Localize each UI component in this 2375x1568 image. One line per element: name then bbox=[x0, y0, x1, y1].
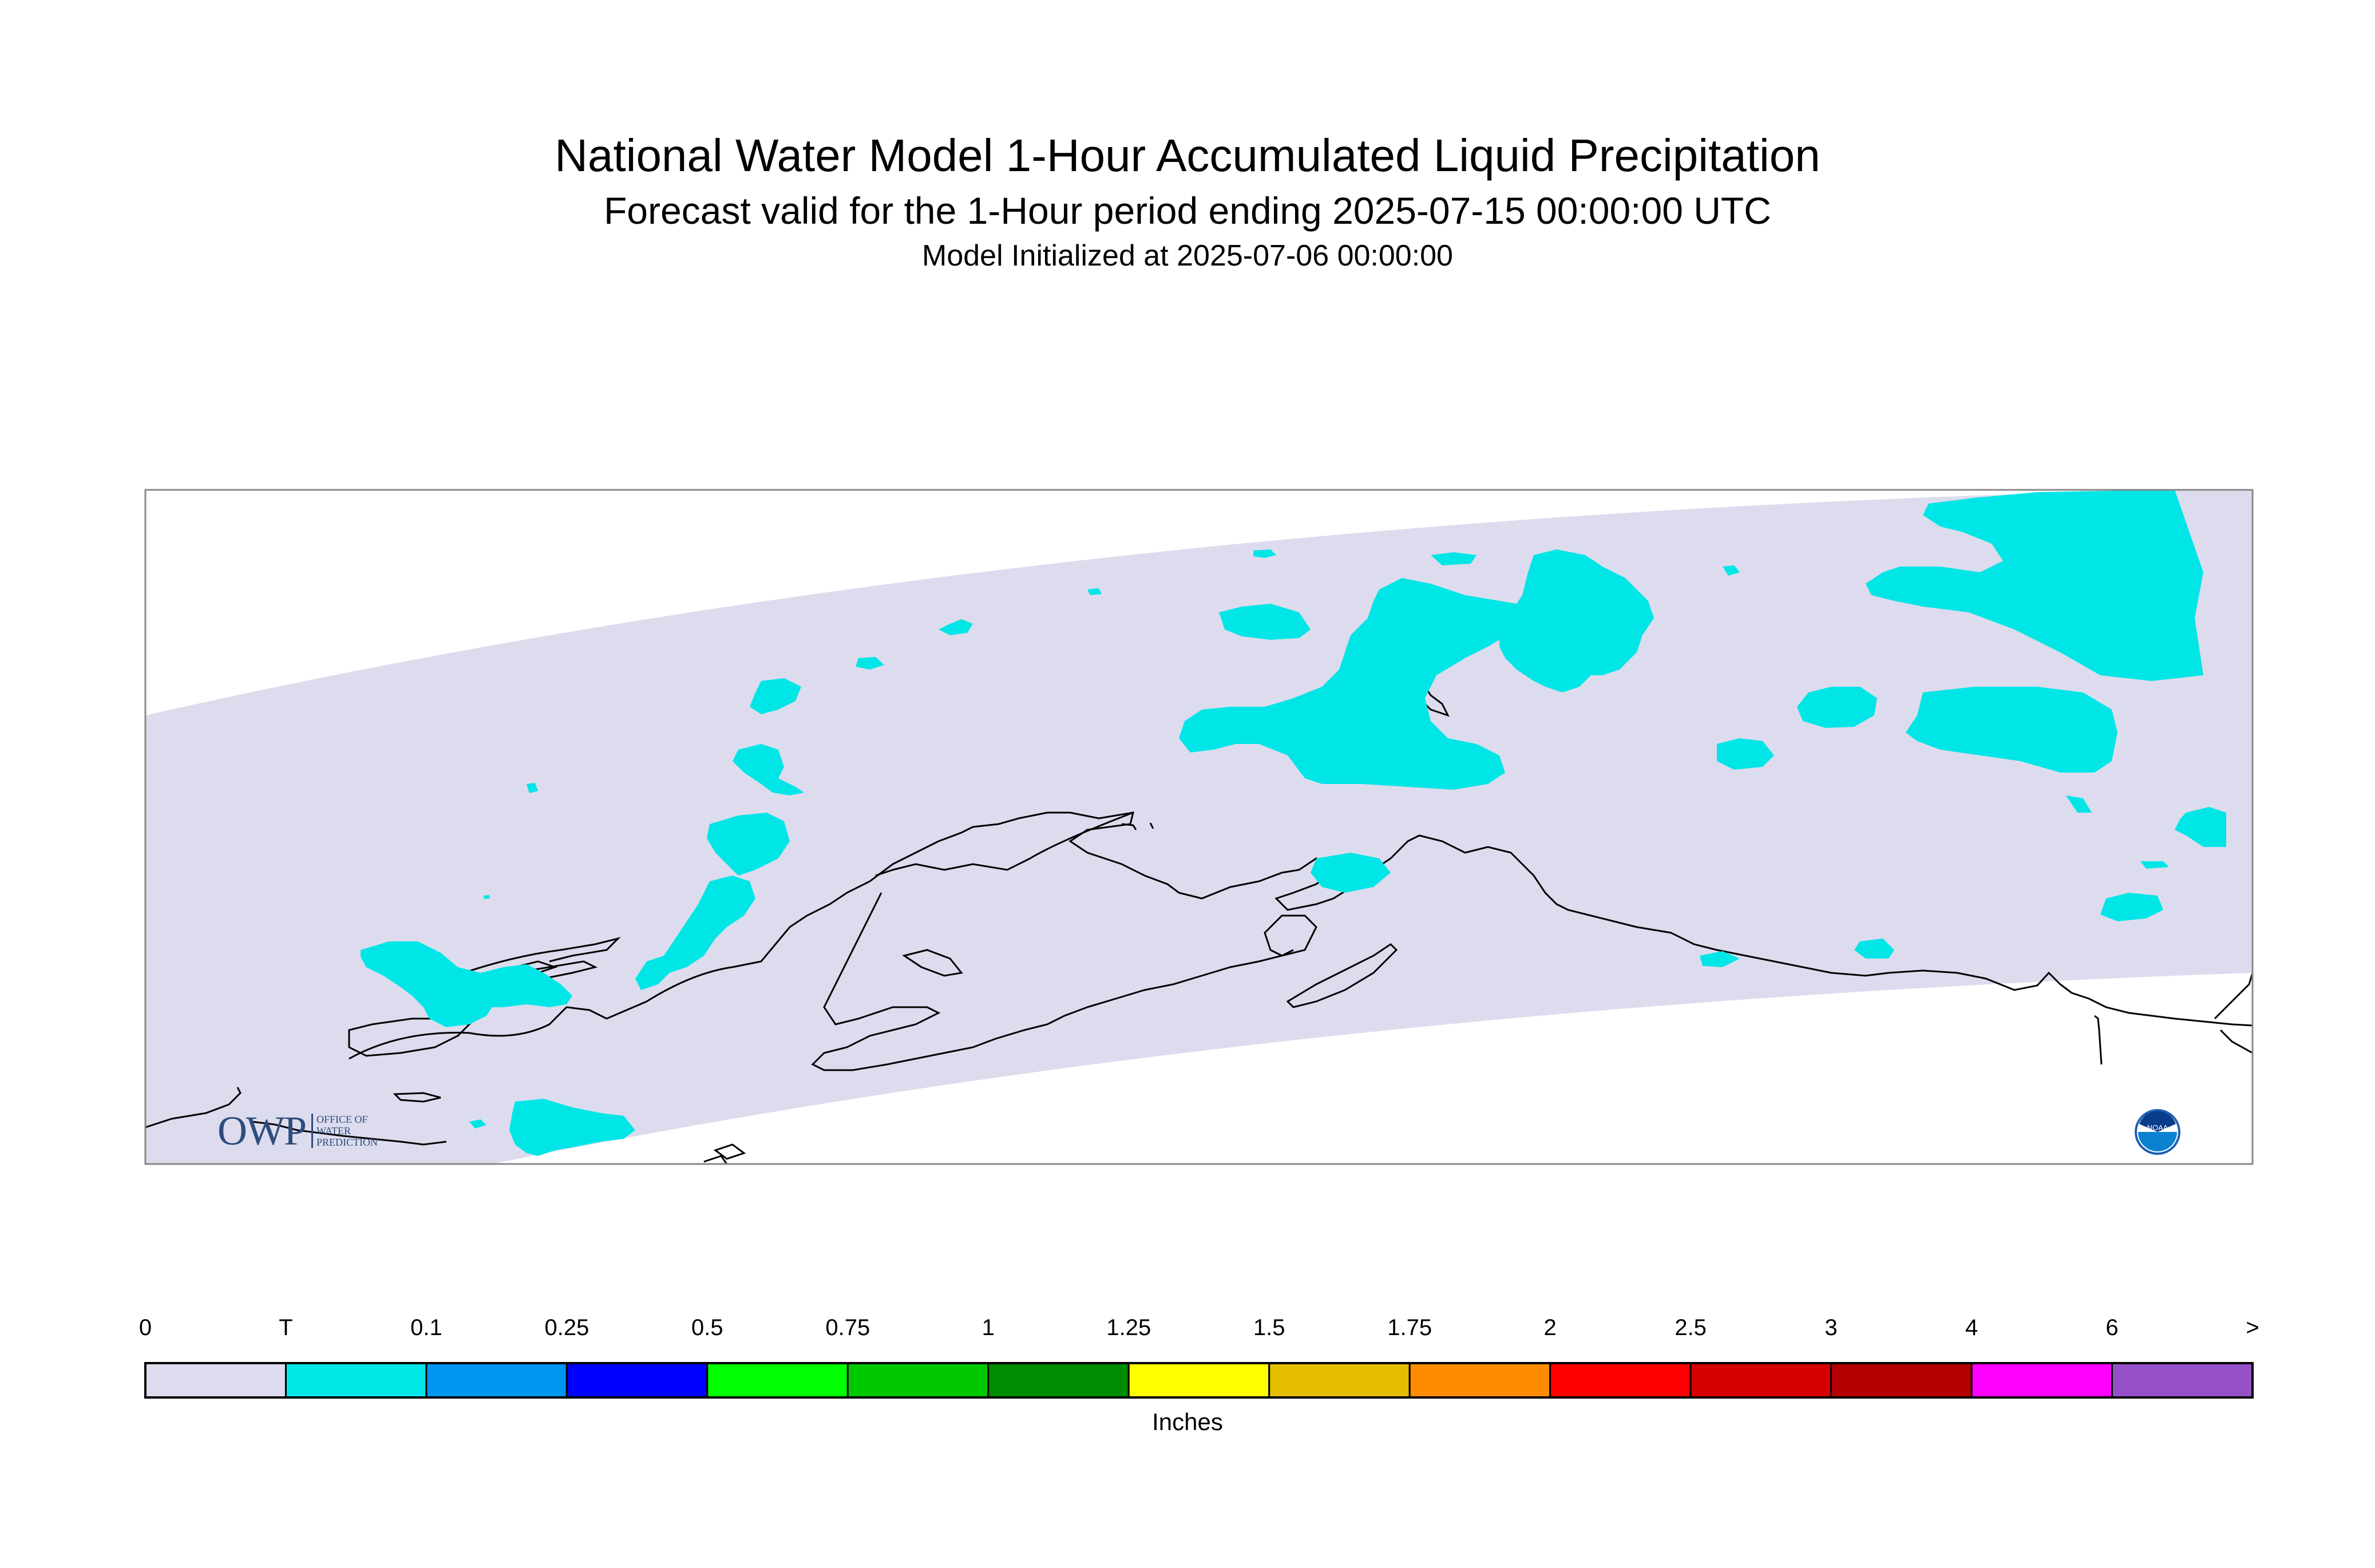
map-title: National Water Model 1-Hour Accumulated … bbox=[555, 130, 1820, 181]
model-domain bbox=[145, 490, 2253, 1164]
legend-swatch bbox=[1408, 1362, 1551, 1399]
legend-swatch bbox=[846, 1362, 989, 1399]
coastline-siberia-south bbox=[145, 1087, 447, 1146]
legend-swatch bbox=[284, 1362, 428, 1399]
coastline-lake-north bbox=[1121, 822, 1154, 830]
precip-area bbox=[939, 619, 973, 635]
coastline-strait-island bbox=[393, 1092, 441, 1103]
model-initialized-line: Model Initialized at 2025-07-06 00:00:00 bbox=[922, 239, 1453, 272]
legend-tick-label: 2.5 bbox=[1675, 1315, 1707, 1340]
legend-swatch bbox=[1127, 1362, 1270, 1399]
precip-area bbox=[1253, 549, 1276, 558]
precip-area bbox=[733, 744, 804, 795]
precip-area bbox=[1700, 951, 1740, 967]
precip-area bbox=[707, 813, 790, 876]
precip-area bbox=[1179, 578, 1539, 790]
legend-tick-label: 2 bbox=[1543, 1315, 1557, 1340]
legend-swatch bbox=[425, 1362, 568, 1399]
coastline-lake bbox=[902, 949, 963, 977]
legend-swatch bbox=[144, 1362, 287, 1399]
precip-area bbox=[1311, 853, 1391, 893]
precip-area bbox=[1906, 687, 2117, 773]
precip-area bbox=[509, 1099, 635, 1156]
legend-swatch bbox=[1549, 1362, 1692, 1399]
coastline-small-islands-south bbox=[703, 1143, 746, 1164]
noaa-logo: NOAA bbox=[2135, 1109, 2180, 1155]
coastline-chukotka bbox=[348, 1017, 471, 1057]
precip-area bbox=[1087, 588, 1102, 595]
owp-logo-text: OFFICE OF WATER PREDICTION bbox=[311, 1114, 402, 1148]
precip-area bbox=[469, 1119, 486, 1129]
precip-area bbox=[1866, 490, 2203, 681]
legend-tick-label: 1 bbox=[981, 1315, 995, 1340]
legend-tick-label: 6 bbox=[2105, 1315, 2119, 1340]
precip-area bbox=[1219, 604, 1311, 640]
precip-area bbox=[1797, 687, 1877, 728]
precip-area bbox=[361, 941, 572, 1027]
legend-tick-label: 0.1 bbox=[410, 1315, 442, 1340]
coastline-kodiak-kenai bbox=[1264, 914, 1317, 957]
legend-tick-label-end: > bbox=[2246, 1315, 2259, 1340]
legend-swatch bbox=[1689, 1362, 1832, 1399]
owp-logo: OWP OFFICE OF WATER PREDICTION bbox=[217, 1110, 402, 1151]
precip-area bbox=[2140, 861, 2169, 869]
forecast-valid-subtitle: Forecast valid for the 1-Hour period end… bbox=[604, 189, 1771, 232]
noaa-logo-text: NOAA bbox=[2147, 1123, 2168, 1132]
precip-area bbox=[2100, 893, 2163, 921]
precip-area bbox=[750, 678, 801, 714]
coastline-northern-bay bbox=[875, 811, 1134, 877]
owp-logo-line: OFFICE OF bbox=[316, 1114, 368, 1125]
coastline-alaska-mainland bbox=[349, 811, 2253, 1060]
legend-tick-label: 3 bbox=[1824, 1315, 1838, 1340]
legend-swatch bbox=[2111, 1362, 2254, 1399]
coastline-alaska-peninsula bbox=[811, 892, 1294, 1071]
legend-tick-label: 1.25 bbox=[1106, 1315, 1151, 1340]
legend-swatch bbox=[987, 1362, 1130, 1399]
precipitation-trace-areas bbox=[361, 490, 2226, 1156]
legend-frame bbox=[144, 1362, 2254, 1399]
precip-area bbox=[2175, 807, 2226, 847]
legend-tick-label: 0 bbox=[138, 1315, 152, 1340]
legend-swatches bbox=[144, 1362, 2254, 1399]
legend-tick-label: T bbox=[279, 1315, 293, 1340]
precip-area bbox=[2066, 795, 2092, 813]
legend-tick-label: 0.5 bbox=[691, 1315, 723, 1340]
precip-area bbox=[484, 895, 490, 899]
legend-swatch bbox=[1830, 1362, 1973, 1399]
precip-area bbox=[635, 876, 755, 990]
legend-tick-label: 1.5 bbox=[1253, 1315, 1285, 1340]
owp-logo-line: PREDICTION bbox=[316, 1137, 378, 1148]
owp-logo-mark: OWP bbox=[217, 1108, 307, 1154]
legend-tick-label: 1.75 bbox=[1387, 1315, 1432, 1340]
coastline-islands-east bbox=[1286, 943, 1398, 1008]
precip-area bbox=[1431, 552, 1477, 565]
legend-swatch bbox=[706, 1362, 849, 1399]
precip-area bbox=[1723, 565, 1740, 576]
legend-swatch bbox=[1970, 1362, 2113, 1399]
legend-tick-label: 0.25 bbox=[544, 1315, 589, 1340]
precip-area bbox=[1499, 549, 1654, 692]
legend-tick-label: 4 bbox=[1965, 1315, 1978, 1340]
legend-tick-label: 0.75 bbox=[825, 1315, 870, 1340]
map-content bbox=[145, 490, 2253, 1164]
legend-units-label: Inches bbox=[1152, 1408, 1223, 1435]
coastline-seward-peninsula bbox=[463, 937, 621, 974]
precip-area bbox=[856, 657, 884, 670]
coastline-yukon-border bbox=[2094, 1015, 2103, 1065]
map-frame bbox=[144, 489, 2254, 1165]
legend-swatch bbox=[565, 1362, 708, 1399]
precip-area bbox=[527, 783, 538, 793]
precip-area bbox=[1717, 738, 1774, 770]
legend-swatch bbox=[1268, 1362, 1411, 1399]
coastline-canada-east bbox=[2214, 972, 2253, 1054]
precip-area bbox=[1854, 939, 1894, 959]
owp-logo-line: WATER bbox=[316, 1125, 351, 1137]
